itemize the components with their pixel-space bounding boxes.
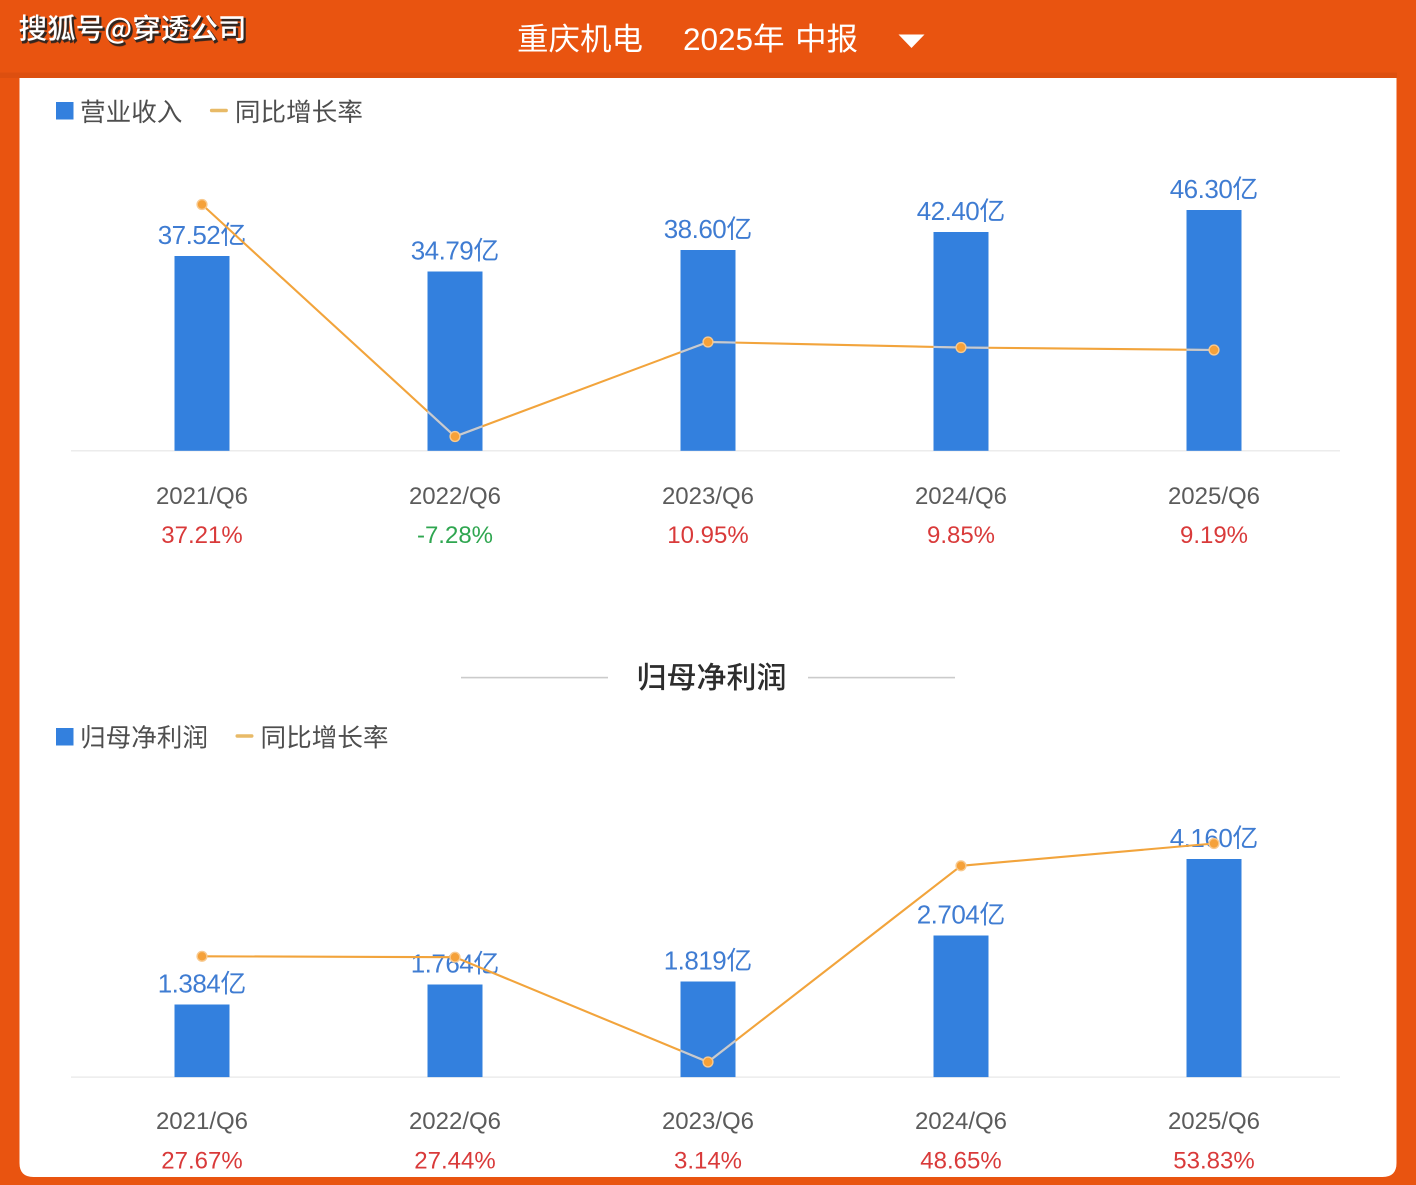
svg-text:1.764: 1.764 bbox=[411, 949, 474, 979]
svg-text:2021/Q6: 2021/Q6 bbox=[156, 483, 248, 510]
svg-text:2025/Q6: 2025/Q6 bbox=[1168, 1108, 1260, 1135]
svg-text:27.67%: 27.67% bbox=[161, 1148, 242, 1175]
svg-text:4.160: 4.160 bbox=[1170, 823, 1233, 853]
svg-text:9.19%: 9.19% bbox=[1180, 522, 1248, 549]
svg-text:9.85%: 9.85% bbox=[927, 522, 995, 549]
svg-text:2025/Q6: 2025/Q6 bbox=[1168, 483, 1260, 510]
svg-text:2025: 2025 bbox=[683, 21, 753, 57]
svg-text:34.79: 34.79 bbox=[411, 236, 474, 266]
svg-text:2023/Q6: 2023/Q6 bbox=[662, 1108, 754, 1135]
svg-text:27.44%: 27.44% bbox=[414, 1148, 495, 1175]
svg-text:2.704: 2.704 bbox=[917, 900, 980, 930]
svg-text:2024/Q6: 2024/Q6 bbox=[915, 483, 1007, 510]
svg-text:38.60: 38.60 bbox=[664, 214, 727, 244]
svg-text:1.819: 1.819 bbox=[664, 946, 727, 976]
svg-text:37.52: 37.52 bbox=[158, 220, 221, 250]
svg-text:10.95%: 10.95% bbox=[667, 522, 748, 549]
svg-text:2022/Q6: 2022/Q6 bbox=[409, 1108, 501, 1135]
svg-text:42.40: 42.40 bbox=[917, 196, 980, 226]
svg-text:46.30: 46.30 bbox=[1170, 174, 1233, 204]
svg-text:1.384: 1.384 bbox=[158, 969, 221, 999]
svg-text:-7.28%: -7.28% bbox=[417, 522, 493, 549]
svg-text:2021/Q6: 2021/Q6 bbox=[156, 1108, 248, 1135]
svg-text:53.83%: 53.83% bbox=[1173, 1148, 1254, 1175]
svg-text:2023/Q6: 2023/Q6 bbox=[662, 483, 754, 510]
svg-text:3.14%: 3.14% bbox=[674, 1148, 742, 1175]
svg-text:2024/Q6: 2024/Q6 bbox=[915, 1108, 1007, 1135]
svg-text:37.21%: 37.21% bbox=[161, 522, 242, 549]
svg-text:2022/Q6: 2022/Q6 bbox=[409, 483, 501, 510]
svg-text:48.65%: 48.65% bbox=[920, 1148, 1001, 1175]
